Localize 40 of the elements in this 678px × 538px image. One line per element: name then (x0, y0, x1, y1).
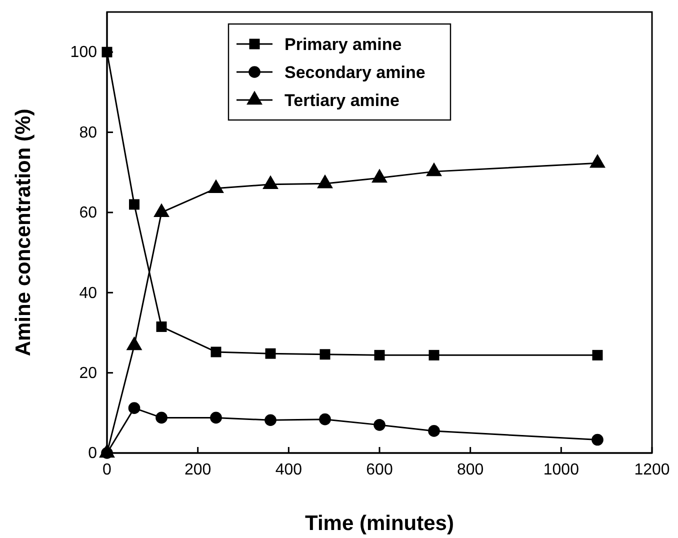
point (208, 179, 224, 193)
y-axis-title: Amine concentration (%) (12, 108, 35, 356)
x-tick-label: 800 (456, 461, 484, 478)
y-tick-label: 80 (79, 124, 98, 142)
x-tick-label: 0 (102, 461, 112, 478)
y-tick-label: 100 (70, 44, 98, 62)
point (156, 321, 167, 332)
y-tick-label: 40 (79, 284, 98, 302)
point (128, 402, 140, 414)
legend-label: Tertiary amine (284, 91, 400, 110)
x-tick-label: 1200 (634, 461, 670, 478)
point (265, 348, 276, 359)
x-tick-label: 200 (184, 461, 212, 478)
point (374, 419, 386, 431)
point (317, 174, 333, 188)
y-tick-label: 20 (79, 364, 98, 382)
y-tick-label: 0 (88, 445, 98, 462)
point (590, 154, 606, 168)
point (372, 168, 388, 183)
y-tick-label: 60 (79, 204, 98, 222)
point (426, 162, 442, 176)
point (264, 414, 276, 426)
point (156, 412, 168, 424)
point (320, 349, 330, 360)
x-axis-title: Time (minutes) (305, 512, 454, 535)
point (428, 425, 440, 437)
point (428, 350, 440, 360)
x-tick-label: 400 (275, 461, 302, 478)
x-tick-label: 600 (366, 461, 393, 478)
x-tick-label: 1000 (543, 461, 580, 478)
point (592, 434, 604, 446)
point (374, 350, 385, 360)
point (154, 203, 170, 218)
legend-label: Secondary amine (284, 63, 426, 82)
point (210, 412, 222, 424)
point (319, 413, 331, 426)
legend-label: Primary amine (284, 35, 402, 54)
point (592, 350, 603, 360)
point (262, 175, 278, 189)
point (210, 346, 222, 358)
